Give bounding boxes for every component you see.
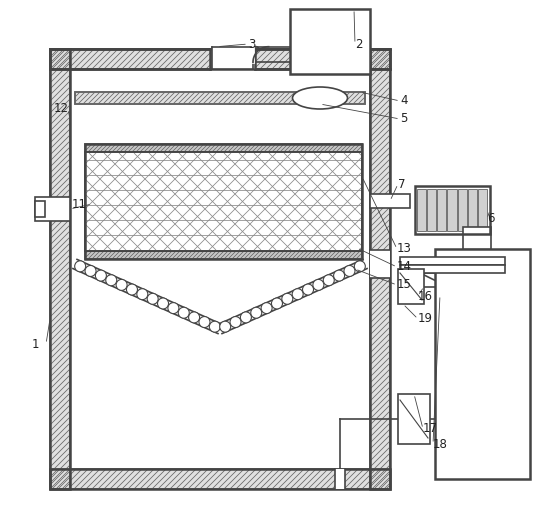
Text: 18: 18 [433, 438, 448, 450]
Bar [468, 189, 477, 231]
Bar [85, 144, 362, 152]
Bar [478, 189, 487, 231]
Bar [50, 49, 70, 489]
Circle shape [261, 303, 272, 313]
Text: 1: 1 [32, 337, 40, 350]
Circle shape [282, 293, 293, 304]
Bar [85, 152, 362, 251]
Bar [400, 265, 505, 273]
Circle shape [334, 270, 345, 281]
Bar [50, 469, 390, 489]
Bar [435, 249, 530, 479]
Circle shape [354, 261, 365, 272]
Bar [210, 49, 255, 69]
Bar [50, 49, 390, 69]
Circle shape [178, 307, 189, 318]
Text: 5: 5 [400, 113, 407, 126]
Bar [50, 49, 70, 489]
Bar [212, 47, 253, 69]
Text: 15: 15 [397, 279, 412, 292]
Text: 4: 4 [400, 94, 407, 107]
Circle shape [344, 265, 355, 277]
Ellipse shape [292, 87, 348, 109]
Bar [35, 197, 70, 221]
Circle shape [209, 321, 220, 332]
Bar [50, 469, 390, 489]
Circle shape [147, 293, 158, 304]
Circle shape [106, 275, 117, 286]
Bar [70, 69, 370, 469]
Bar [50, 469, 390, 489]
Bar [335, 469, 345, 489]
Circle shape [127, 284, 137, 295]
Bar [50, 49, 70, 489]
Circle shape [302, 284, 314, 295]
Bar [50, 49, 390, 69]
Circle shape [271, 298, 282, 309]
Circle shape [292, 289, 303, 299]
Polygon shape [420, 273, 485, 289]
Circle shape [75, 261, 86, 272]
Bar [50, 49, 390, 69]
Text: 11: 11 [72, 198, 87, 211]
Circle shape [168, 303, 179, 313]
Circle shape [240, 312, 252, 323]
Bar [458, 189, 466, 231]
Text: 17: 17 [423, 422, 438, 435]
Bar [463, 227, 491, 249]
Bar [417, 189, 426, 231]
Bar [448, 189, 456, 231]
Bar [437, 189, 446, 231]
Bar [398, 269, 424, 304]
Circle shape [116, 279, 127, 291]
Bar [85, 152, 362, 251]
Circle shape [95, 270, 107, 281]
Text: 16: 16 [418, 290, 433, 303]
Bar [75, 92, 365, 104]
Circle shape [323, 275, 334, 286]
Bar [85, 144, 362, 259]
Circle shape [85, 265, 96, 277]
Bar [370, 250, 390, 278]
Bar [400, 257, 505, 265]
Bar [398, 394, 430, 444]
Circle shape [199, 317, 210, 327]
Circle shape [251, 307, 262, 318]
Bar [370, 49, 390, 489]
Text: 6: 6 [487, 212, 494, 225]
Circle shape [157, 298, 169, 309]
Bar [370, 49, 390, 489]
Text: 19: 19 [418, 312, 433, 325]
Bar [85, 251, 362, 259]
Bar [427, 189, 436, 231]
Text: 2: 2 [355, 37, 363, 50]
Bar [35, 201, 45, 217]
Circle shape [230, 317, 241, 327]
Text: 12: 12 [54, 102, 69, 116]
Bar [370, 194, 410, 208]
Text: 14: 14 [397, 261, 412, 274]
Bar [290, 9, 370, 74]
Circle shape [189, 312, 200, 323]
Circle shape [313, 279, 324, 291]
Bar [370, 49, 390, 489]
Text: 13: 13 [397, 242, 412, 255]
Text: 7: 7 [398, 177, 406, 190]
Circle shape [137, 289, 148, 299]
Bar [415, 186, 490, 234]
Bar [85, 144, 362, 152]
Bar [85, 251, 362, 259]
Bar [75, 92, 365, 104]
Circle shape [220, 321, 230, 332]
Text: 3: 3 [248, 37, 256, 50]
